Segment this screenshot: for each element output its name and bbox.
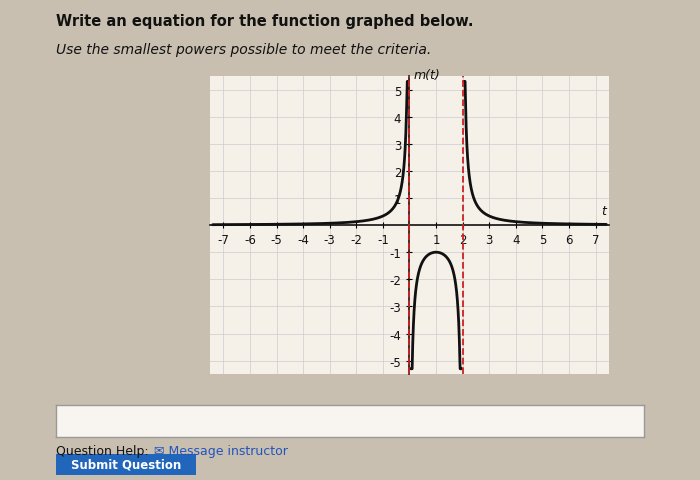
Text: Question Help:: Question Help: (56, 444, 148, 457)
Text: Use the smallest powers possible to meet the criteria.: Use the smallest powers possible to meet… (56, 43, 431, 57)
Text: t: t (601, 204, 606, 217)
Text: Submit Question: Submit Question (71, 458, 181, 471)
Text: Write an equation for the function graphed below.: Write an equation for the function graph… (56, 14, 473, 29)
Text: ✉ Message instructor: ✉ Message instructor (154, 444, 288, 457)
Text: m(t): m(t) (414, 69, 440, 82)
